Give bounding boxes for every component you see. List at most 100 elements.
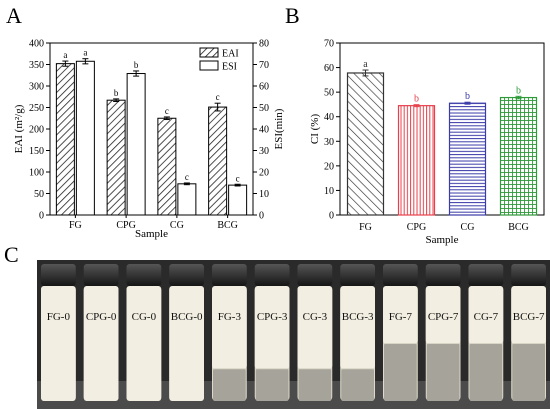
- vial: FG-7: [383, 264, 418, 401]
- y-tick-label: 10: [324, 186, 334, 197]
- vial-cap: [41, 264, 76, 286]
- vial-cap: [511, 264, 546, 286]
- x-tick-label: CPG: [116, 220, 135, 231]
- vial-cream-phase: [126, 286, 162, 401]
- y-right-tick-label: 60: [259, 82, 269, 93]
- vial-cap: [169, 264, 204, 286]
- x-tick-label: FG: [359, 222, 372, 233]
- chart-b: 0 10 20 30 40 50 60 70 CI (%) Sample a FG b CPG b CG b BC…: [309, 39, 545, 246]
- vial-label: CG-7: [474, 311, 499, 323]
- x-tick-label: BCG: [217, 220, 238, 231]
- x-tick-label: CPG: [407, 222, 426, 233]
- bar-cpg: [397, 105, 436, 216]
- legend-label-eai: EAI: [222, 49, 239, 60]
- significance-label: c: [165, 106, 169, 116]
- y-tick-label: 0: [329, 211, 334, 222]
- y-left-tick-label: 250: [29, 103, 44, 114]
- x-tick-label: BCG: [508, 222, 529, 233]
- x-axis-label: Sample: [426, 234, 459, 246]
- significance-label: c: [216, 92, 220, 102]
- panel-label-b: B: [285, 3, 300, 28]
- panel-label-a: A: [6, 3, 22, 28]
- y-right-tick-label: 40: [259, 125, 269, 136]
- vial: CG-0: [126, 264, 162, 401]
- vial-serum-phase: [426, 343, 460, 401]
- y-left-tick-label: 350: [29, 60, 44, 71]
- chart-a: 0 50 100 150 200 250 300 350 400 0 10 20 30 40 50 60 70 8…: [13, 39, 285, 241]
- y-tick-label: 70: [324, 39, 334, 50]
- vial-label: CG-0: [132, 311, 157, 323]
- vial-cap: [212, 264, 247, 286]
- legend-label-esi: ESI: [222, 62, 237, 73]
- vial-cream-phase: [169, 286, 204, 401]
- vial-serum-phase: [298, 368, 332, 401]
- bar-eai: [157, 117, 177, 216]
- significance-label: b: [516, 85, 521, 96]
- photo-table: [37, 381, 550, 409]
- y-right-tick-label: 30: [259, 146, 269, 157]
- legend-swatch-eai: [199, 47, 219, 58]
- significance-label: a: [63, 50, 67, 60]
- vial-serum-phase: [469, 343, 503, 401]
- y-left-tick-label: 150: [29, 146, 44, 157]
- vial-label: CPG-7: [428, 311, 459, 323]
- vial: CG-3: [297, 264, 333, 401]
- bar-fg: [346, 72, 385, 216]
- legend-swatch-esi: [199, 60, 219, 71]
- vial-cream-phase: [425, 286, 461, 344]
- vial-serum-phase: [512, 343, 545, 401]
- vial-label: FG-3: [218, 311, 242, 323]
- y-right-tick-label: 50: [259, 103, 269, 114]
- vial: BCG-3: [340, 264, 375, 401]
- y-right-tick-label: 10: [259, 189, 269, 200]
- vial-cap: [297, 264, 333, 286]
- x-tick-label: CG: [170, 220, 184, 231]
- vial-label: CPG-3: [257, 311, 288, 323]
- significance-label: a: [363, 59, 368, 70]
- vial: CPG-7: [425, 264, 461, 401]
- vial-serum-phase: [341, 368, 374, 401]
- vial: BCG-0: [169, 264, 204, 401]
- y-left-tick-label: 100: [29, 168, 44, 179]
- significance-label: b: [114, 88, 119, 98]
- y-tick-label: 30: [324, 137, 334, 148]
- vial-cap: [254, 264, 290, 286]
- plot-frame-b: [339, 42, 545, 216]
- vial-label: FG-0: [47, 311, 71, 323]
- y-axis-label: CI (%): [309, 114, 321, 145]
- significance-label: a: [83, 48, 87, 58]
- vial-cap: [83, 264, 119, 286]
- y-tick-label: 20: [324, 161, 334, 172]
- y-right-tick-label: 70: [259, 60, 269, 71]
- bar-esi: [75, 60, 95, 216]
- vial-cream-phase: [254, 286, 290, 369]
- y-tick-label: 40: [324, 112, 334, 123]
- x-axis-label: Sample: [135, 228, 168, 240]
- y-right-tick-label: 0: [259, 211, 264, 222]
- vial-cap: [340, 264, 375, 286]
- vial-serum-phase: [255, 368, 289, 401]
- vial-label: CG-3: [303, 311, 328, 323]
- bar-eai: [208, 106, 228, 216]
- y-left-axis-label: EAI (m²/g): [13, 104, 25, 153]
- vials-photo: FG-0 CPG-0 CG-0 BCG-0 FG-3 CPG-3 CG-3 BCG-3 FG-7…: [37, 260, 550, 409]
- vial-cream-phase: [511, 286, 546, 344]
- vial-cream-phase: [83, 286, 119, 401]
- vial: CPG-3: [254, 264, 290, 401]
- vial-cream-phase: [41, 286, 76, 401]
- y-right-tick-label: 80: [259, 39, 269, 50]
- vial-label: BCG-7: [513, 311, 545, 323]
- vial-cream-phase: [340, 286, 375, 369]
- y-tick-label: 50: [324, 88, 334, 99]
- vial: CPG-0: [83, 264, 119, 401]
- vial-cream-phase: [383, 286, 418, 344]
- y-left-tick-label: 400: [29, 39, 44, 50]
- y-tick-label: 60: [324, 63, 334, 74]
- y-right-axis-label: ESI(min): [273, 108, 285, 149]
- vial-cap: [425, 264, 461, 286]
- vial-cream-phase: [212, 286, 247, 369]
- bar-eai: [55, 63, 75, 216]
- significance-label: b: [134, 60, 139, 70]
- x-tick-label: CG: [461, 222, 475, 233]
